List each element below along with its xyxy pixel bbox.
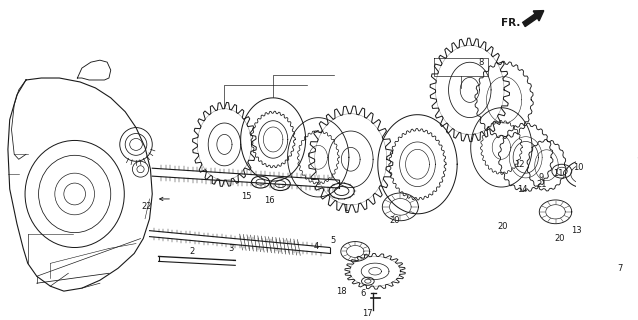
- Text: 4: 4: [314, 242, 319, 251]
- Text: 5: 5: [330, 236, 336, 245]
- Text: 16: 16: [264, 196, 275, 205]
- Text: 1: 1: [343, 204, 348, 213]
- Text: 20: 20: [555, 234, 565, 243]
- Text: 21: 21: [537, 180, 547, 188]
- Text: 10: 10: [573, 163, 583, 172]
- Text: FR.: FR.: [501, 18, 521, 28]
- Text: 17: 17: [362, 309, 373, 318]
- Text: 8: 8: [479, 58, 484, 67]
- Text: 2: 2: [189, 247, 195, 256]
- Text: 11: 11: [553, 169, 563, 178]
- Text: 22: 22: [142, 202, 152, 212]
- Text: 20: 20: [390, 216, 400, 225]
- Text: 20: 20: [497, 222, 508, 231]
- Text: 3: 3: [228, 244, 234, 253]
- Text: 15: 15: [241, 192, 251, 202]
- Text: 18: 18: [336, 287, 347, 296]
- Text: 13: 13: [571, 226, 582, 235]
- Text: 14: 14: [517, 185, 528, 194]
- Text: 9: 9: [538, 172, 544, 182]
- Text: 6: 6: [360, 289, 366, 298]
- FancyArrow shape: [523, 11, 544, 27]
- Text: 7: 7: [618, 264, 623, 273]
- Text: 19: 19: [636, 157, 638, 166]
- Text: 12: 12: [514, 160, 524, 169]
